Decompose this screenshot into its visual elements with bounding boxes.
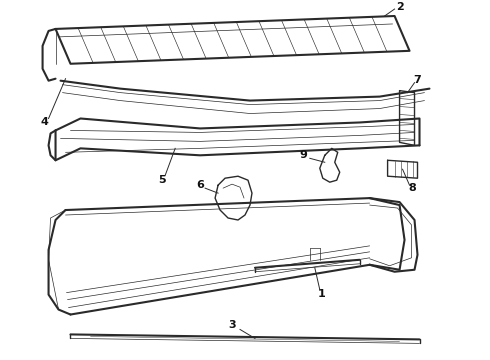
- Text: 1: 1: [318, 289, 326, 299]
- Text: 4: 4: [41, 117, 49, 127]
- Text: 3: 3: [228, 320, 236, 330]
- Text: 5: 5: [158, 175, 166, 185]
- Text: 7: 7: [414, 75, 421, 85]
- Text: 6: 6: [196, 180, 204, 190]
- Text: 8: 8: [409, 183, 416, 193]
- Text: 9: 9: [299, 150, 307, 160]
- Text: 2: 2: [396, 2, 403, 12]
